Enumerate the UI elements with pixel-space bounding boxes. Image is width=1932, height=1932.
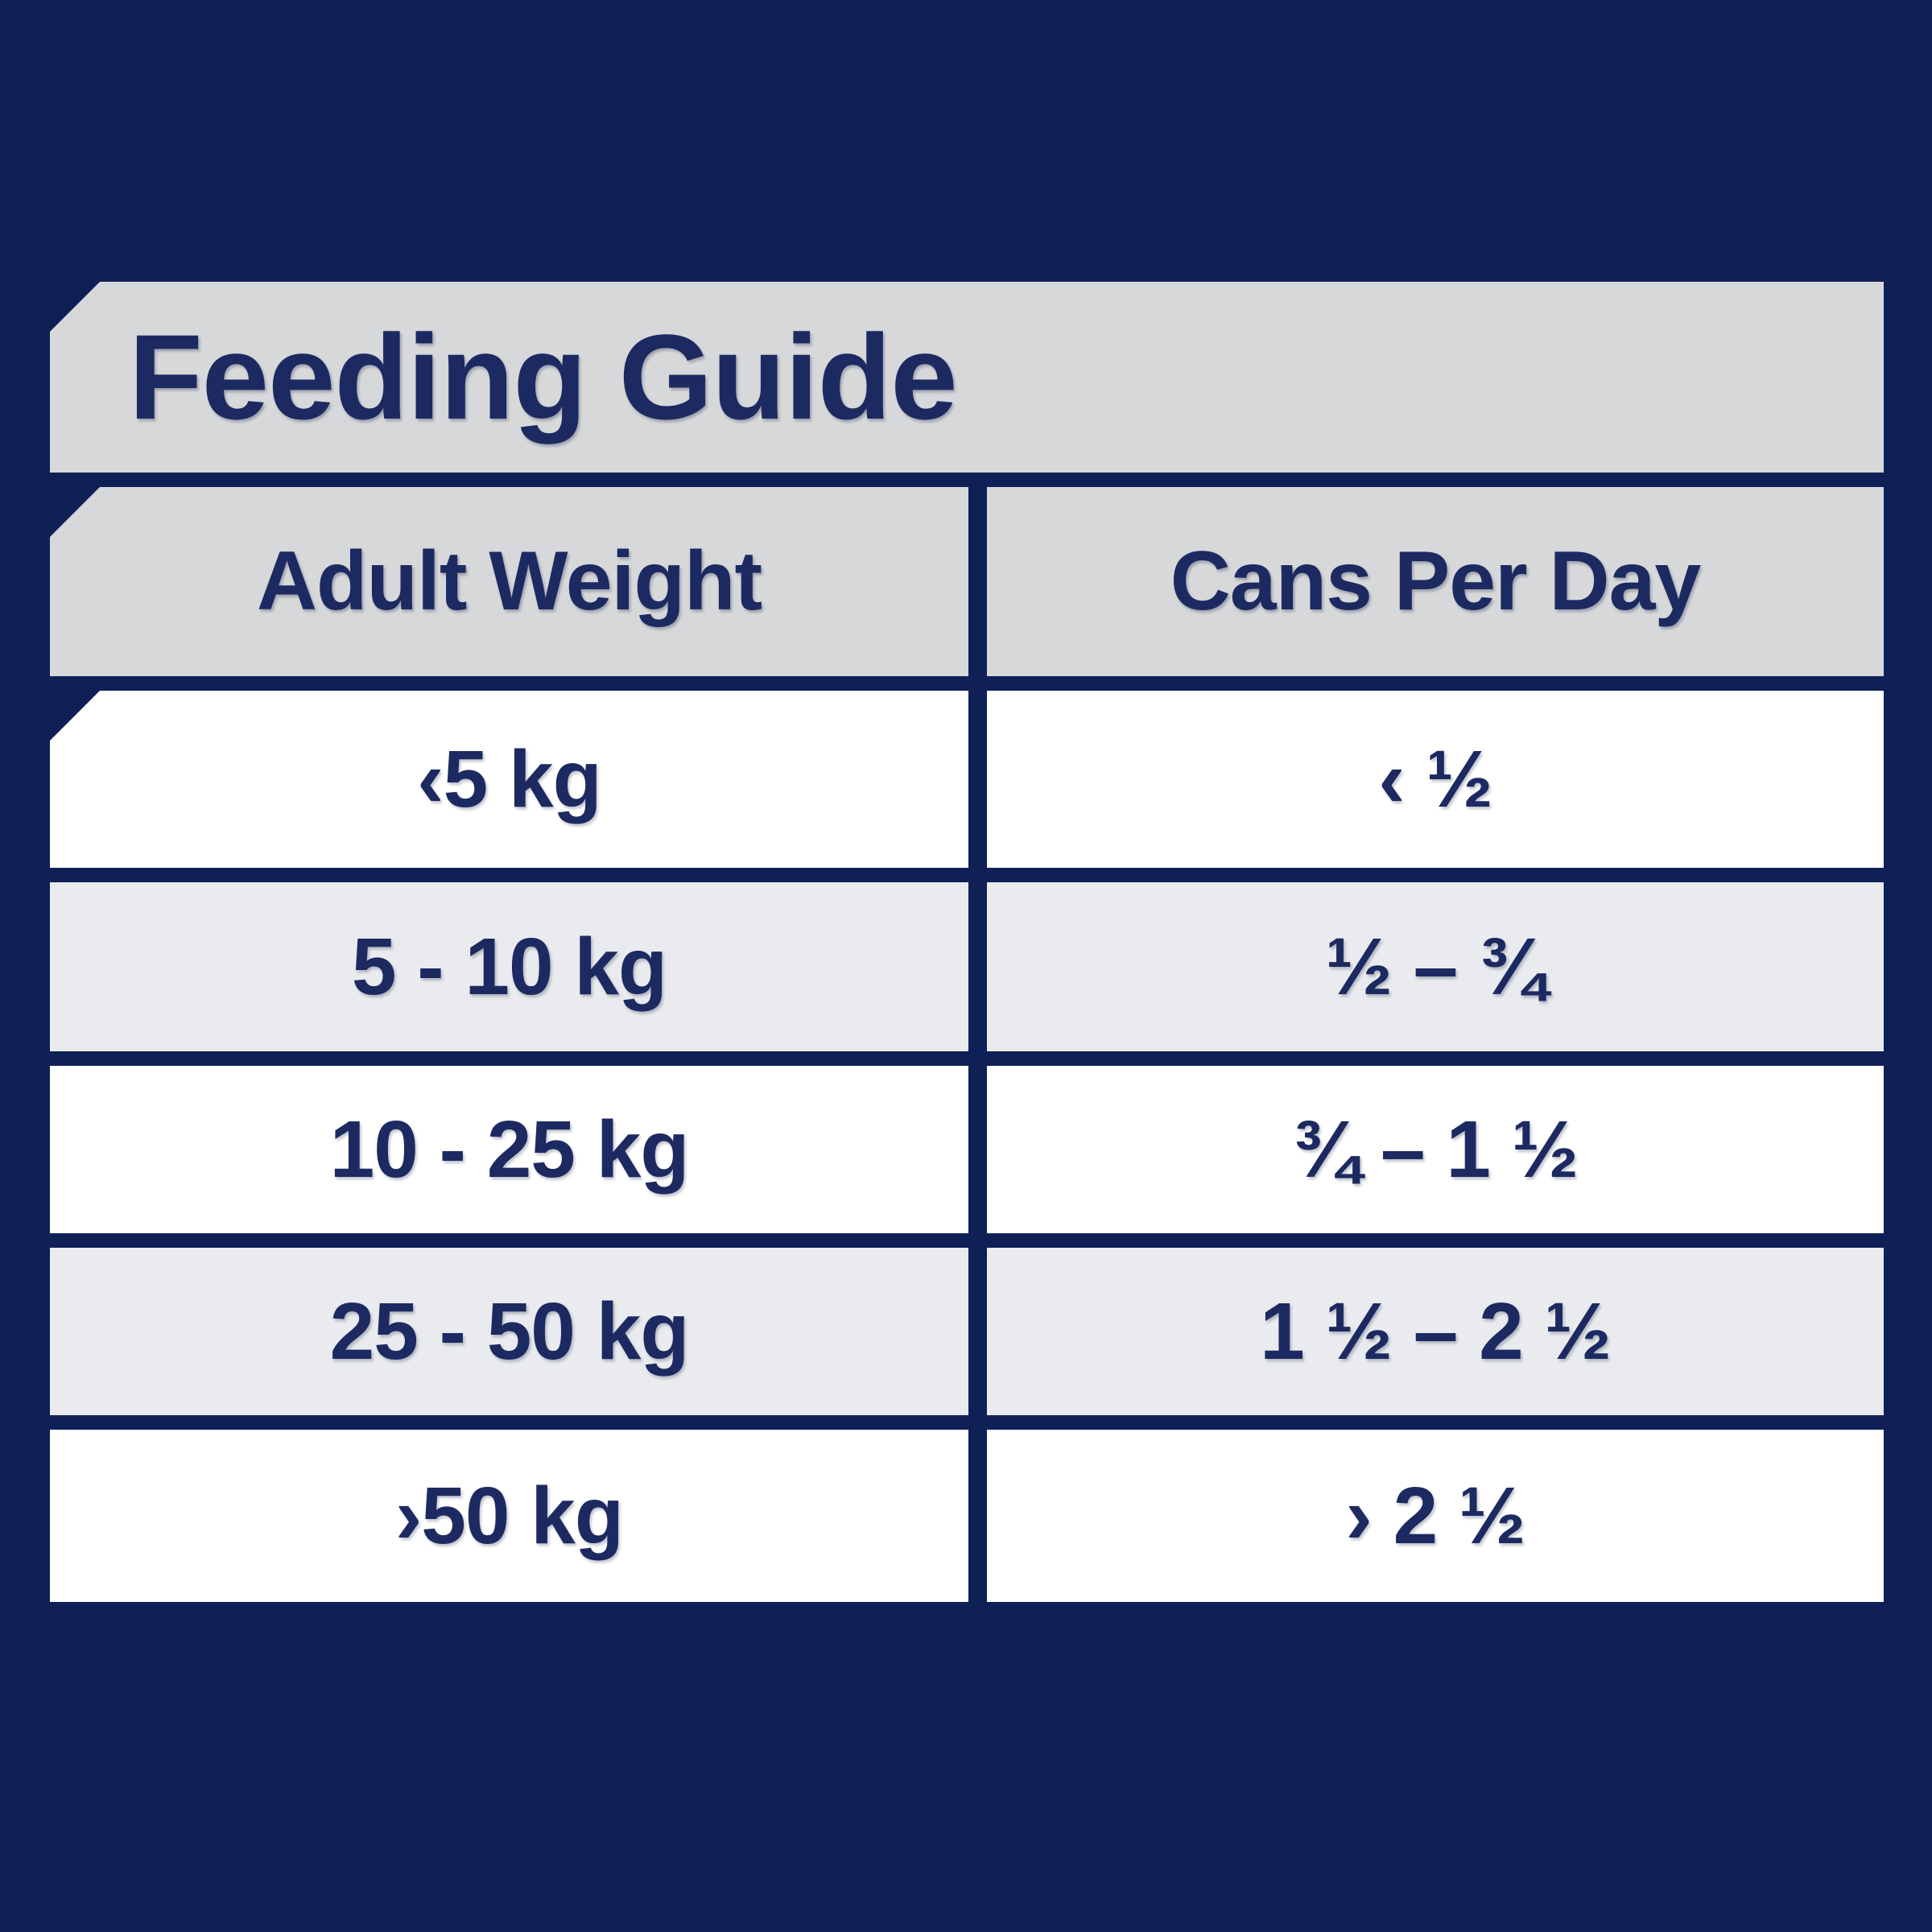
cans-value: 1 ½ – 2 ½	[1260, 1286, 1612, 1377]
cans-cell: ½ – ¾	[987, 882, 1884, 1051]
weight-value: 25 - 50 kg	[329, 1286, 690, 1377]
weight-cell: ›50 kg	[50, 1430, 968, 1602]
cans-cell: 1 ½ – 2 ½	[987, 1248, 1884, 1415]
table-row: 5 - 10 kg ½ – ¾	[50, 882, 1884, 1051]
header-cell-adult-weight: Adult Weight	[50, 487, 968, 676]
table-row: 25 - 50 kg 1 ½ – 2 ½	[50, 1248, 1884, 1415]
cans-cell: ¾ – 1 ½	[987, 1066, 1884, 1233]
cans-value: ‹ ½	[1378, 733, 1492, 824]
column-divider	[968, 1430, 987, 1602]
cans-value: ¾ – 1 ½	[1292, 1104, 1579, 1195]
column-divider	[968, 691, 987, 868]
weight-value: ›50 kg	[394, 1470, 624, 1561]
weight-cell: 25 - 50 kg	[50, 1248, 968, 1415]
column-header-label: Adult Weight	[256, 535, 762, 628]
column-divider	[968, 1248, 987, 1415]
weight-cell: 10 - 25 kg	[50, 1066, 968, 1233]
table-header-row: Adult Weight Cans Per Day	[50, 487, 1884, 676]
column-header-label: Cans Per Day	[1170, 535, 1702, 628]
column-divider	[968, 487, 987, 676]
column-divider	[968, 882, 987, 1051]
header-cell-cans-per-day: Cans Per Day	[987, 487, 1884, 676]
title-band: Feeding Guide	[50, 282, 1884, 473]
weight-cell: 5 - 10 kg	[50, 882, 968, 1051]
column-divider	[968, 1066, 987, 1233]
weight-value: 5 - 10 kg	[351, 921, 667, 1012]
weight-cell: ‹5 kg	[50, 691, 968, 868]
cans-value: ½ – ¾	[1325, 921, 1546, 1012]
cans-cell: › 2 ½	[987, 1430, 1884, 1602]
page-title: Feeding Guide	[129, 309, 958, 444]
cans-cell: ‹ ½	[987, 691, 1884, 868]
weight-value: 10 - 25 kg	[329, 1104, 690, 1195]
cans-value: › 2 ½	[1345, 1470, 1526, 1561]
weight-value: ‹5 kg	[417, 733, 601, 824]
table-row: ›50 kg › 2 ½	[50, 1430, 1884, 1602]
table-row: 10 - 25 kg ¾ – 1 ½	[50, 1066, 1884, 1233]
table-row: ‹5 kg ‹ ½	[50, 691, 1884, 868]
